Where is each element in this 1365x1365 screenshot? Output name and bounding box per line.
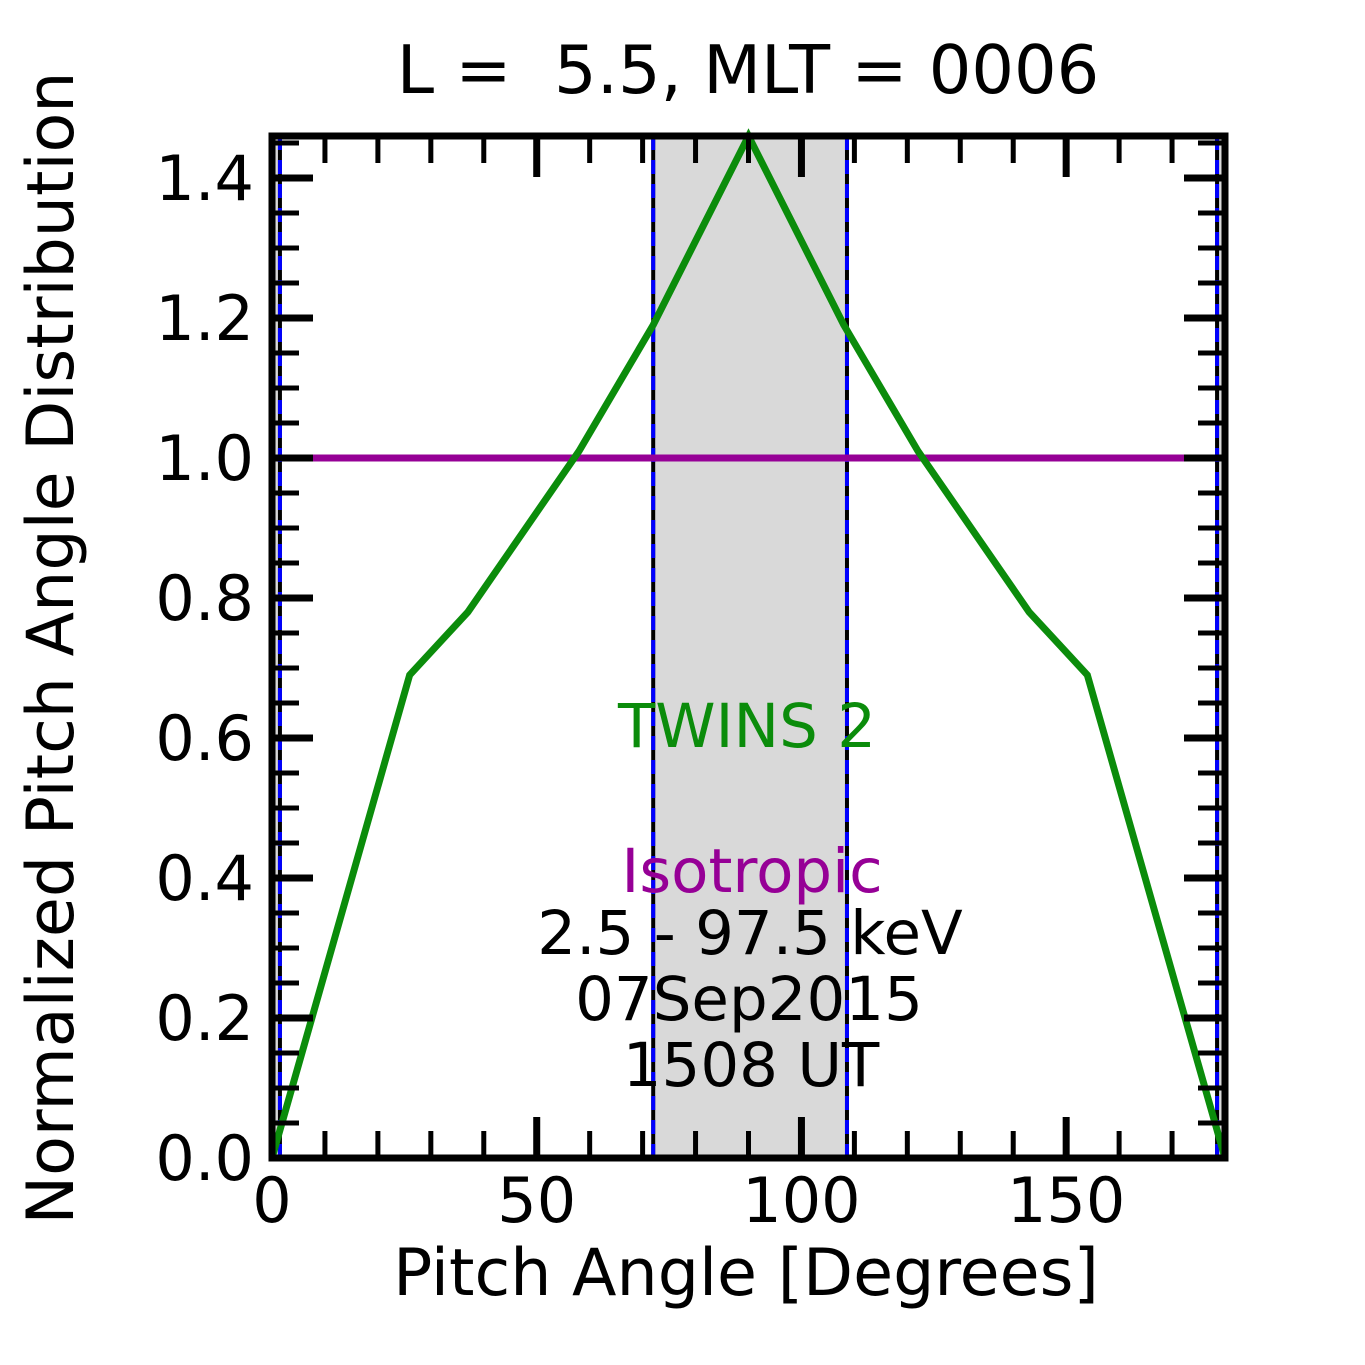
shaded-band	[272, 136, 280, 1158]
annotation-isotropic: Isotropic	[621, 835, 883, 907]
y-tick-label: 0.2	[155, 982, 254, 1055]
y-tick-label: 0.4	[155, 842, 254, 915]
annotation-date: 07Sep2015	[575, 963, 923, 1035]
y-tick-label: 0.6	[155, 702, 254, 775]
shaded-band	[653, 136, 847, 1158]
annotation-time: 1508 UT	[622, 1029, 880, 1101]
x-tick-label: 50	[497, 1164, 576, 1237]
annotation-twins2: TWINS 2	[617, 690, 877, 762]
y-axis-label: Normalized Pitch Angle Distribution	[13, 71, 89, 1225]
annotation-energy-range: 2.5 - 97.5 keV	[537, 897, 963, 969]
x-tick-label: 150	[1007, 1164, 1125, 1237]
y-tick-label: 1.0	[155, 422, 254, 495]
x-axis-label: Pitch Angle [Degrees]	[393, 1235, 1099, 1311]
y-tick-label: 1.4	[155, 142, 254, 215]
x-tick-label: 0	[252, 1164, 291, 1237]
chart-title: L = 5.5, MLT = 0006	[396, 30, 1100, 109]
y-tick-label: 0.8	[155, 562, 254, 635]
shaded-band	[1217, 136, 1225, 1158]
x-tick-label: 100	[742, 1164, 860, 1237]
y-tick-label: 0.0	[155, 1122, 254, 1195]
plot-frame	[268, 132, 1229, 1162]
y-tick-label: 1.2	[155, 282, 254, 355]
